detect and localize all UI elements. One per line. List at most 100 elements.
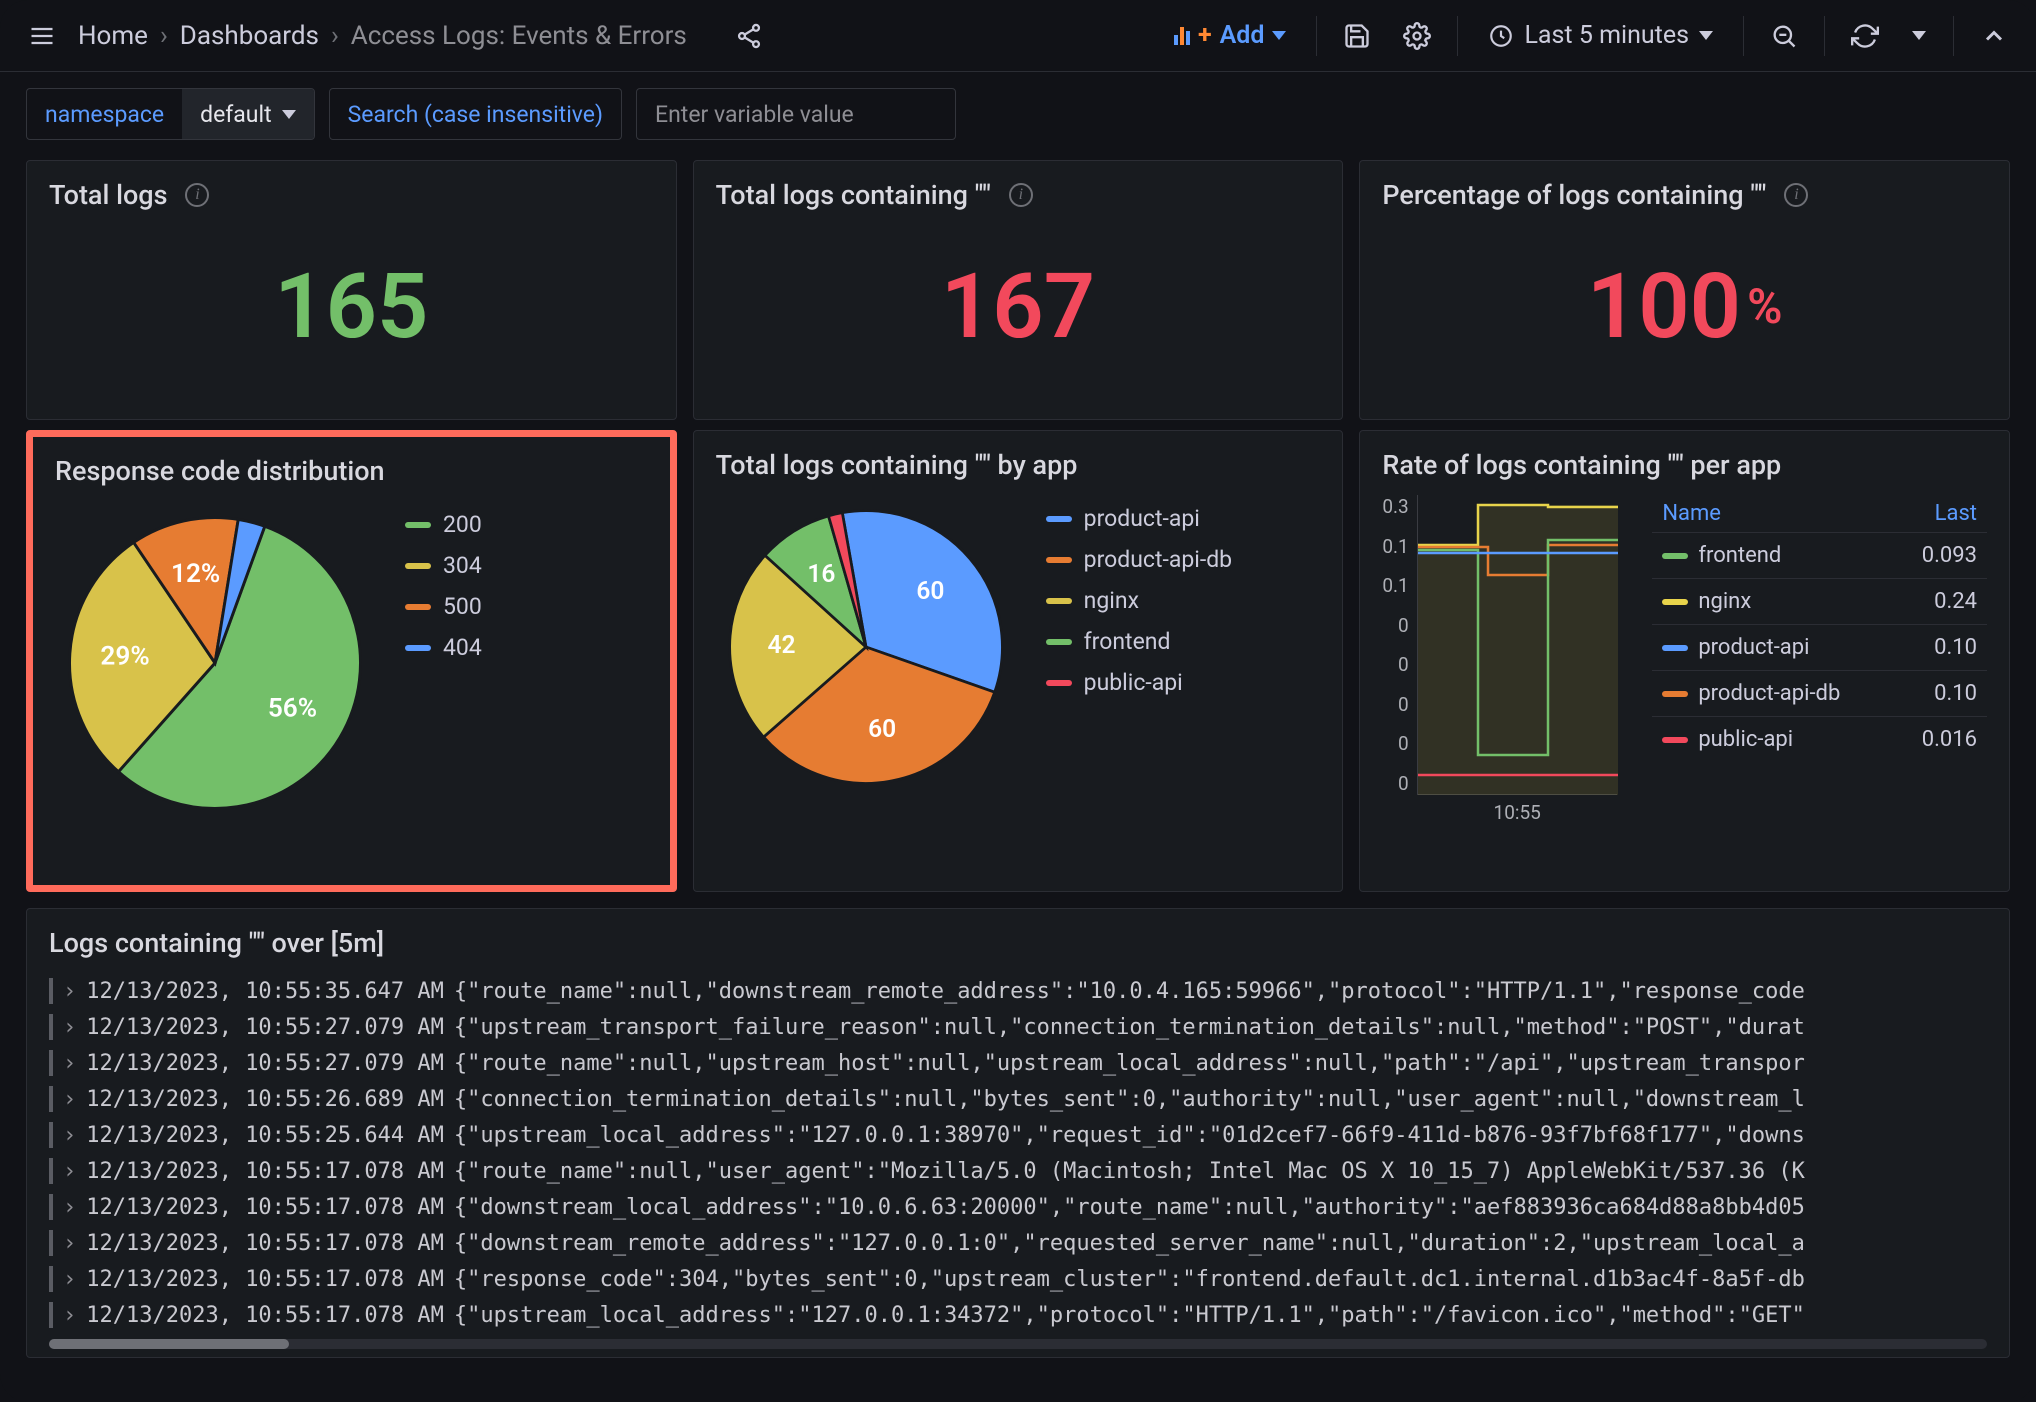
expand-icon[interactable]: ›: [63, 1159, 76, 1184]
legend-item[interactable]: product-api: [1046, 505, 1232, 532]
y-tick: 0: [1382, 653, 1408, 676]
save-icon[interactable]: [1333, 12, 1381, 60]
legend-label: 304: [443, 552, 482, 579]
info-icon[interactable]: i: [185, 183, 209, 207]
add-button[interactable]: + Add: [1160, 12, 1300, 60]
legend-label: product-api-db: [1084, 546, 1232, 573]
breadcrumb-home[interactable]: Home: [78, 21, 148, 51]
log-line[interactable]: ›12/13/2023, 10:55:35.647 AM {"route_nam…: [49, 973, 1987, 1009]
breadcrumb: Home › Dashboards › Access Logs: Events …: [78, 21, 687, 51]
collapse-icon[interactable]: [1970, 12, 2018, 60]
legend-item[interactable]: 304: [405, 552, 482, 579]
series-last: 0.10: [1934, 635, 1977, 660]
log-line[interactable]: ›12/13/2023, 10:55:25.644 AM {"upstream_…: [49, 1117, 1987, 1153]
var-search-label: Search (case insensitive): [330, 101, 621, 128]
log-level-bar: [49, 1050, 53, 1076]
rate-legend-table: NameLast frontend0.093nginx0.24product-a…: [1652, 495, 1987, 861]
var-search[interactable]: Search (case insensitive): [329, 88, 622, 140]
time-picker[interactable]: Last 5 minutes: [1474, 12, 1727, 60]
log-level-bar: [49, 1230, 53, 1256]
log-timestamp: 12/13/2023, 10:55:27.079 AM: [86, 1015, 444, 1040]
legend-swatch: [1046, 598, 1072, 604]
stat-suffix: %: [1747, 278, 1782, 335]
panel-pct-containing[interactable]: Percentage of logs containing ""i 100%: [1359, 160, 2010, 420]
panel-title: Total logs containing "": [716, 179, 991, 211]
expand-icon[interactable]: ›: [63, 1231, 76, 1256]
refresh-interval-dropdown[interactable]: [1901, 12, 1937, 60]
zoom-out-icon[interactable]: [1760, 12, 1808, 60]
panel-title: Percentage of logs containing "": [1382, 179, 1766, 211]
panel-rate[interactable]: Rate of logs containing "" per app 0.3 0.…: [1359, 430, 2010, 892]
expand-icon[interactable]: ›: [63, 1123, 76, 1148]
gear-icon[interactable]: [1393, 12, 1441, 60]
expand-icon[interactable]: ›: [63, 1267, 76, 1292]
legend-item[interactable]: public-api: [1046, 669, 1232, 696]
refresh-icon[interactable]: [1841, 12, 1889, 60]
legend-swatch: [405, 563, 431, 569]
panel-response-code[interactable]: Response code distribution 56%29%12% 200…: [26, 430, 677, 892]
log-timestamp: 12/13/2023, 10:55:35.647 AM: [86, 979, 444, 1004]
rate-legend-row[interactable]: product-api 0.10: [1652, 624, 1987, 670]
log-line[interactable]: ›12/13/2023, 10:55:27.079 AM {"upstream_…: [49, 1009, 1987, 1045]
stats-row: Total logsi 165 Total logs containing ""…: [0, 150, 2036, 420]
log-body: {"downstream_remote_address":"127.0.0.1:…: [454, 1231, 1805, 1256]
menu-icon[interactable]: [18, 12, 66, 60]
panel-by-app[interactable]: Total logs containing "" by app 60604216…: [693, 430, 1344, 892]
expand-icon[interactable]: ›: [63, 979, 76, 1004]
log-line[interactable]: ›12/13/2023, 10:55:27.079 AM {"route_nam…: [49, 1045, 1987, 1081]
var-namespace-label: namespace: [27, 101, 182, 128]
legend-item[interactable]: 200: [405, 511, 482, 538]
y-tick: 0: [1382, 732, 1408, 755]
rate-legend-row[interactable]: frontend0.093: [1652, 532, 1987, 578]
pie-chart: 60604216: [716, 497, 1016, 797]
log-timestamp: 12/13/2023, 10:55:17.078 AM: [86, 1159, 444, 1184]
expand-icon[interactable]: ›: [63, 1051, 76, 1076]
legend-item[interactable]: nginx: [1046, 587, 1232, 614]
panel-title: Rate of logs containing "" per app: [1382, 449, 1781, 481]
legend-item[interactable]: 500: [405, 593, 482, 620]
log-line[interactable]: ›12/13/2023, 10:55:17.078 AM {"upstream_…: [49, 1297, 1987, 1333]
legend-item[interactable]: product-api-db: [1046, 546, 1232, 573]
info-icon[interactable]: i: [1009, 183, 1033, 207]
panel-total-logs[interactable]: Total logsi 165: [26, 160, 677, 420]
expand-icon[interactable]: ›: [63, 1303, 76, 1328]
horizontal-scrollbar[interactable]: [49, 1339, 1987, 1349]
legend-item[interactable]: 404: [405, 634, 482, 661]
col-last[interactable]: Last: [1935, 501, 1977, 526]
series-last: 0.24: [1934, 589, 1977, 614]
log-line[interactable]: ›12/13/2023, 10:55:17.078 AM {"downstrea…: [49, 1225, 1987, 1261]
log-line[interactable]: ›12/13/2023, 10:55:26.689 AM {"connectio…: [49, 1081, 1987, 1117]
rate-legend-row[interactable]: product-api-db0.10: [1652, 670, 1987, 716]
expand-icon[interactable]: ›: [63, 1087, 76, 1112]
log-level-bar: [49, 1122, 53, 1148]
series-name: product-api: [1698, 635, 1809, 660]
pie-slice-label: 60: [868, 714, 896, 743]
y-tick: 0.1: [1382, 574, 1408, 597]
legend-item[interactable]: frontend: [1046, 628, 1232, 655]
col-name[interactable]: Name: [1662, 501, 1721, 526]
y-tick: 0: [1382, 693, 1408, 716]
info-icon[interactable]: i: [1784, 183, 1808, 207]
log-level-bar: [49, 1266, 53, 1292]
log-line[interactable]: ›12/13/2023, 10:55:17.078 AM {"response_…: [49, 1261, 1987, 1297]
panel-title: Total logs containing "" by app: [716, 449, 1078, 481]
panel-total-containing[interactable]: Total logs containing ""i 167: [693, 160, 1344, 420]
log-line[interactable]: ›12/13/2023, 10:55:17.078 AM {"downstrea…: [49, 1189, 1987, 1225]
rate-legend-row[interactable]: nginx0.24: [1652, 578, 1987, 624]
series-last: 0.016: [1922, 727, 1977, 752]
log-body: {"upstream_local_address":"127.0.0.1:389…: [454, 1123, 1805, 1148]
var-search-input[interactable]: Enter variable value: [636, 88, 956, 140]
log-level-bar: [49, 978, 53, 1004]
expand-icon[interactable]: ›: [63, 1195, 76, 1220]
var-namespace[interactable]: namespace default: [26, 88, 315, 140]
panel-logs[interactable]: Logs containing "" over [5m] ›12/13/2023…: [26, 908, 2010, 1358]
log-timestamp: 12/13/2023, 10:55:27.079 AM: [86, 1051, 444, 1076]
log-line[interactable]: ›12/13/2023, 10:55:17.078 AM {"route_nam…: [49, 1153, 1987, 1189]
rate-legend-row[interactable]: public-api0.016: [1652, 716, 1987, 762]
pie-slice-label: 56%: [268, 693, 317, 723]
share-icon[interactable]: [725, 12, 773, 60]
y-tick: 0.3: [1382, 495, 1408, 518]
y-tick: 0: [1382, 772, 1408, 795]
expand-icon[interactable]: ›: [63, 1015, 76, 1040]
breadcrumb-dashboards[interactable]: Dashboards: [180, 21, 319, 51]
